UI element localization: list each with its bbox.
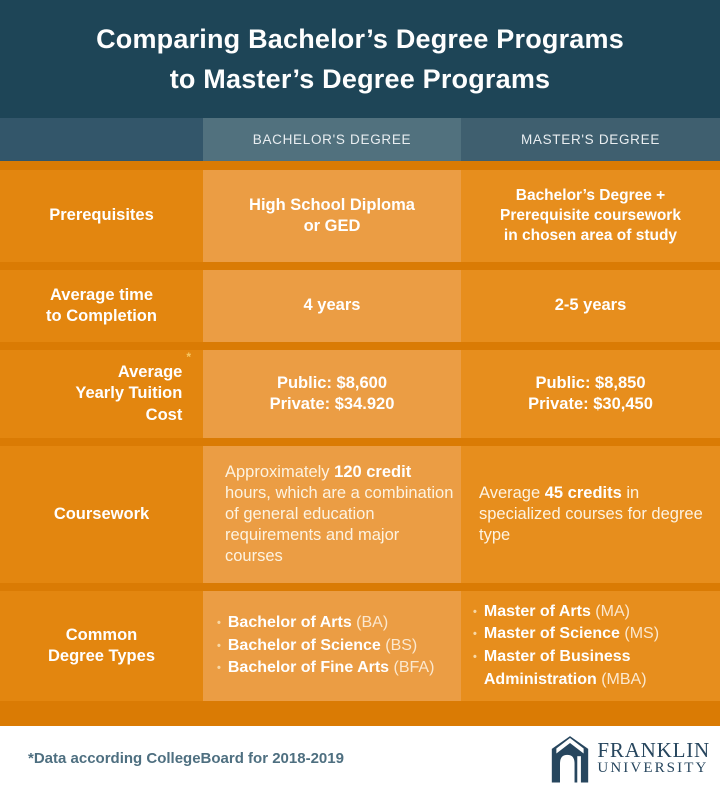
logo-line-franklin: FRANKLIN bbox=[597, 738, 710, 763]
bullet-icon: • bbox=[217, 616, 221, 629]
footer: *Data according CollegeBoard for 2018-20… bbox=[0, 726, 720, 790]
list-item: • Master of Arts (MA) bbox=[473, 601, 630, 624]
logo-line-university: UNIVERSITY bbox=[597, 760, 709, 777]
degree-name: Bachelor of Science bbox=[227, 636, 381, 654]
franklin-arch-shield-icon bbox=[552, 736, 589, 783]
column-header-bachelor: BACHELOR'S DEGREE bbox=[203, 118, 461, 161]
title-bar: Comparing Bachelor’s Degree Programs to … bbox=[0, 0, 720, 118]
degree-abbr: (BS) bbox=[380, 636, 418, 654]
bullet-icon: • bbox=[473, 651, 477, 663]
table-row-prerequisites: Prerequisites High School Diploma or GED… bbox=[0, 170, 720, 262]
text-segment: Approximately bbox=[225, 462, 335, 481]
degree-abbr: (MA) bbox=[590, 602, 630, 620]
degree-name: Master of Arts bbox=[483, 602, 591, 620]
table-row-tuition-cost: Average Yearly Tuition Cost * Public: $8,… bbox=[0, 350, 720, 438]
coursework-bachelor-text: Approximately 120 credit hours, which ar… bbox=[225, 462, 455, 568]
degree-abbr: (BA) bbox=[351, 613, 389, 631]
row-label-prerequisites: Prerequisites bbox=[0, 170, 203, 262]
list-item-text: Master of Science (MS) bbox=[484, 623, 659, 646]
row-label-coursework: Coursework bbox=[0, 446, 203, 583]
degree-abbr: (BFA) bbox=[389, 659, 435, 677]
cell-time-bachelor: 4 years bbox=[203, 270, 461, 342]
text-segment: hours, which are a combination of genera… bbox=[225, 483, 454, 566]
list-item-text: Master of Business Administration (MBA) bbox=[484, 646, 710, 691]
cell-prerequisites-master: Bachelor’s Degree + Prerequisite coursew… bbox=[461, 170, 720, 262]
list-item: • Master of Business Administration (MBA) bbox=[473, 646, 710, 691]
row-label-tuition: Average Yearly Tuition Cost * bbox=[0, 350, 203, 438]
bullet-icon: • bbox=[473, 628, 477, 641]
cell-tuition-master: Public: $8,850 Private: $30,450 bbox=[461, 350, 720, 438]
bullet-icon: • bbox=[473, 605, 477, 618]
coursework-master-text: Average 45 credits in specialized course… bbox=[479, 483, 704, 546]
franklin-university-logo: FRANKLIN UNIVERSITY bbox=[550, 733, 710, 783]
text-segment-bold: 45 credits bbox=[544, 483, 622, 502]
list-item: • Master of Science (MS) bbox=[473, 623, 659, 646]
bullet-icon: • bbox=[217, 662, 221, 675]
row-label-degree-types: Common Degree Types bbox=[0, 591, 203, 701]
degree-abbr: (MS) bbox=[619, 625, 660, 643]
cell-prerequisites-bachelor: High School Diploma or GED bbox=[203, 170, 461, 262]
list-item: • Bachelor of Arts (BA) bbox=[217, 612, 388, 635]
degree-abbr: (MBA) bbox=[596, 670, 647, 688]
cell-time-master: 2-5 years bbox=[461, 270, 720, 342]
page-title: Comparing Bachelor’s Degree Programs to … bbox=[96, 23, 624, 95]
list-item-text: Bachelor of Science (BS) bbox=[228, 635, 417, 658]
degree-name: Bachelor of Arts bbox=[227, 613, 352, 631]
data-source-note: *Data according CollegeBoard for 2018-20… bbox=[28, 749, 344, 767]
table-row-coursework: Coursework Approximately 120 credit hour… bbox=[0, 446, 720, 583]
list-item: • Bachelor of Science (BS) bbox=[217, 635, 417, 658]
cell-tuition-bachelor: Public: $8,600 Private: $34.920 bbox=[203, 350, 461, 438]
logo-wordmark: FRANKLIN UNIVERSITY bbox=[597, 739, 710, 777]
text-segment-bold: 120 credit bbox=[334, 462, 412, 481]
bullet-icon: • bbox=[217, 639, 221, 652]
list-item: • Bachelor of Fine Arts (BFA) bbox=[217, 657, 434, 680]
list-item-text: Bachelor of Fine Arts (BFA) bbox=[228, 657, 435, 680]
degree-name: Master of Business Administration bbox=[483, 648, 631, 688]
comparison-table: Prerequisites High School Diploma or GED… bbox=[0, 161, 720, 726]
tuition-label-text: Average Yearly Tuition Cost bbox=[75, 363, 183, 424]
list-item-text: Master of Arts (MA) bbox=[484, 601, 630, 624]
table-row-time-to-completion: Average time to Completion 4 years 2-5 y… bbox=[0, 270, 720, 342]
row-label-time: Average time to Completion bbox=[0, 270, 203, 342]
column-header-row: BACHELOR'S DEGREE MASTER'S DEGREE bbox=[0, 118, 720, 161]
column-header-master: MASTER'S DEGREE bbox=[461, 118, 720, 161]
cell-degree-types-master: • Master of Arts (MA) • Master of Science … bbox=[461, 591, 720, 701]
table-row-degree-types: Common Degree Types • Bachelor of Arts (B… bbox=[0, 591, 720, 701]
degree-name: Bachelor of Fine Arts bbox=[227, 659, 390, 677]
footnote-asterisk: * bbox=[186, 350, 191, 364]
list-item-text: Bachelor of Arts (BA) bbox=[228, 612, 388, 635]
cell-coursework-bachelor: Approximately 120 credit hours, which ar… bbox=[203, 446, 461, 583]
corner-spacer-cell bbox=[0, 118, 203, 161]
text-segment: in specialized courses for degree type bbox=[479, 483, 703, 545]
text-segment: Average bbox=[479, 483, 545, 502]
cell-degree-types-bachelor: • Bachelor of Arts (BA) • Bachelor of Scie… bbox=[203, 591, 461, 701]
cell-coursework-master: Average 45 credits in specialized course… bbox=[461, 446, 720, 583]
degree-name: Master of Science bbox=[483, 625, 620, 643]
